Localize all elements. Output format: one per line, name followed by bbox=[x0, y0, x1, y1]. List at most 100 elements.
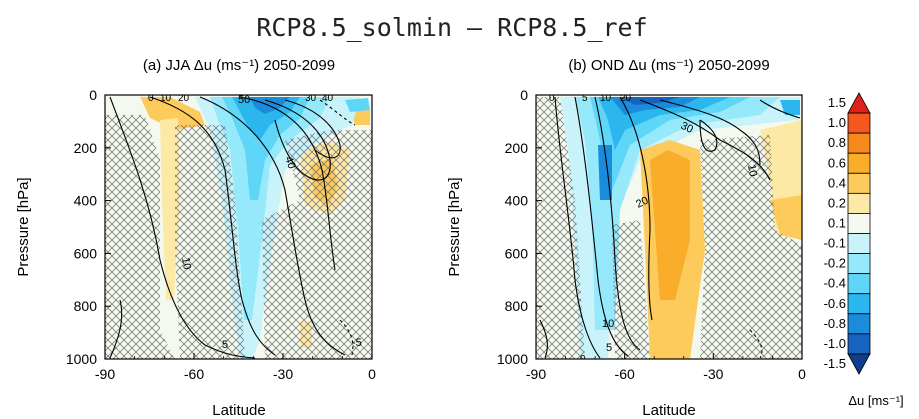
figure-title: RCP8.5_solmin – RCP8.5_ref bbox=[256, 13, 647, 42]
colorbar-tick-label: -0.2 bbox=[824, 256, 846, 271]
y-tick-label: 600 bbox=[74, 245, 98, 261]
panel-a-frame bbox=[104, 94, 373, 360]
y-tick-label: 800 bbox=[74, 298, 98, 314]
panel-a-contours bbox=[109, 96, 356, 359]
colorbar: 1.5 1.0 0.8 0.6 0.4 0.2 0.1 -0.1 -0.2 -0.4 -0.6 -0.… bbox=[824, 92, 871, 375]
panel-b-contour-label: 20 bbox=[620, 93, 632, 104]
panel-b-contour-label: 10 bbox=[745, 163, 759, 177]
colorbar-swatch bbox=[847, 233, 871, 254]
colorbar-swatch bbox=[847, 273, 871, 295]
panel-a-negative-anomaly bbox=[210, 97, 330, 320]
y-tick-label: 200 bbox=[74, 140, 98, 156]
x-tick-label: -30 bbox=[703, 366, 723, 382]
panel-a-positive-anomaly bbox=[140, 97, 205, 130]
colorbar-tick-label: -1.5 bbox=[824, 356, 846, 371]
panel-b-ylabel: Pressure [hPa] bbox=[446, 177, 463, 276]
colorbar-swatch bbox=[847, 333, 871, 355]
y-tick-label: 400 bbox=[505, 193, 529, 209]
panel-b-contour-label: 20 bbox=[634, 195, 650, 211]
x-tick-label: -60 bbox=[184, 366, 204, 382]
colorbar-tick-label: -0.8 bbox=[824, 316, 846, 331]
colorbar-swatch bbox=[847, 92, 871, 114]
colorbar-swatch bbox=[847, 213, 871, 234]
y-tick-label: 400 bbox=[74, 193, 98, 209]
panel-b-contour-label: 0 bbox=[549, 93, 555, 104]
colorbar-tick-label: 0.2 bbox=[828, 195, 846, 210]
colorbar-swatch bbox=[847, 172, 871, 194]
panel-b-contour-label: 30 bbox=[679, 120, 695, 136]
y-tick-label: 1000 bbox=[497, 351, 528, 367]
colorbar-swatch bbox=[847, 192, 871, 214]
y-tick-label: 0 bbox=[89, 87, 97, 103]
panel-b-hatching bbox=[700, 135, 802, 359]
panel-a-hatching bbox=[105, 115, 175, 359]
y-tick-label: 200 bbox=[505, 140, 529, 156]
panel-a-contour-label: 20 bbox=[178, 93, 190, 104]
panel-b-hatching bbox=[536, 97, 585, 359]
panel-b: (b) OND Δu (ms⁻¹) 2050-2099 bbox=[446, 57, 806, 419]
panel-a-ylabel: Pressure [hPa] bbox=[15, 177, 32, 276]
panel-a-contour-label: 30 bbox=[305, 93, 317, 104]
panel-b-contour-label: 0 bbox=[580, 354, 586, 365]
panel-b-contour-label: 10 bbox=[600, 93, 612, 104]
colorbar-tick-label: -0.4 bbox=[824, 276, 846, 291]
panel-a-contour-label: -5 bbox=[352, 337, 362, 349]
panel-a-hatching bbox=[262, 200, 372, 359]
colorbar-swatch bbox=[847, 353, 871, 375]
colorbar-swatch bbox=[847, 112, 871, 134]
panel-b-contour-label: 5 bbox=[582, 93, 588, 104]
colorbar-swatch bbox=[847, 293, 871, 315]
colorbar-tick-label: 0.8 bbox=[828, 135, 846, 150]
panel-a-contour-label: 10 bbox=[160, 93, 172, 104]
y-tick-label: 800 bbox=[505, 298, 529, 314]
y-tick-label: 1000 bbox=[66, 351, 97, 367]
colorbar-tick-label: 1.5 bbox=[828, 95, 846, 110]
panel-b-negative-anomaly bbox=[598, 145, 612, 200]
panel-a-field: 0 10 20 30 40 50 40 10 5 -5 bbox=[105, 93, 372, 359]
panel-b-field: 0 5 10 20 30 20 10 10 5 0 bbox=[536, 93, 802, 365]
panel-b-negative-anomaly bbox=[780, 100, 800, 115]
panel-b-contour-label: 10 bbox=[602, 318, 614, 330]
panel-a-contour-label: 50 bbox=[238, 94, 250, 106]
x-tick-label: -30 bbox=[273, 366, 293, 382]
panel-b-negative-anomaly bbox=[575, 97, 780, 330]
panel-a-xlabel: Latitude bbox=[212, 402, 265, 419]
x-tick-label: 0 bbox=[798, 366, 806, 382]
colorbar-tick-label: -0.6 bbox=[824, 296, 846, 311]
panel-a-contour-label: 40 bbox=[282, 155, 297, 171]
x-tick-label: 0 bbox=[368, 366, 376, 382]
panel-a-hatching bbox=[175, 125, 245, 359]
colorbar-swatch bbox=[847, 253, 871, 275]
panel-b-title: (b) OND Δu (ms⁻¹) 2050-2099 bbox=[568, 57, 769, 74]
colorbar-tick-label: -1.0 bbox=[824, 336, 846, 351]
x-tick-label: -90 bbox=[95, 366, 115, 382]
colorbar-tick-label: -0.1 bbox=[824, 236, 846, 251]
panel-b-negative-anomaly bbox=[620, 97, 680, 105]
panel-a-contour-label: 0 bbox=[148, 93, 154, 104]
x-tick-label: -90 bbox=[526, 366, 546, 382]
y-tick-label: 0 bbox=[520, 87, 528, 103]
panel-b-hatching bbox=[612, 220, 650, 359]
panel-b-xlabel: Latitude bbox=[642, 402, 695, 419]
panel-a-negative-anomaly bbox=[232, 97, 300, 140]
panel-b-contours bbox=[539, 96, 801, 359]
panel-b-frame bbox=[535, 94, 803, 360]
x-tick-label: -60 bbox=[615, 366, 635, 382]
colorbar-swatch bbox=[847, 152, 871, 174]
panel-a: (a) JJA Δu (ms⁻¹) 2050-2099 bbox=[15, 57, 376, 419]
panel-a-contour-label: 5 bbox=[222, 339, 228, 351]
colorbar-tick-label: 0.4 bbox=[828, 175, 846, 190]
panel-a-contour-label: 10 bbox=[179, 256, 193, 270]
colorbar-tick-label: 0.6 bbox=[828, 155, 846, 170]
panel-b-positive-anomaly bbox=[770, 195, 802, 240]
colorbar-tick-label: 0.1 bbox=[828, 215, 846, 230]
colorbar-tick-label: 1.0 bbox=[828, 115, 846, 130]
panel-b-positive-anomaly bbox=[650, 150, 690, 300]
y-tick-label: 600 bbox=[505, 245, 529, 261]
panel-a-title: (a) JJA Δu (ms⁻¹) 2050-2099 bbox=[143, 57, 335, 74]
colorbar-swatch bbox=[847, 313, 871, 335]
colorbar-swatch bbox=[847, 132, 871, 154]
